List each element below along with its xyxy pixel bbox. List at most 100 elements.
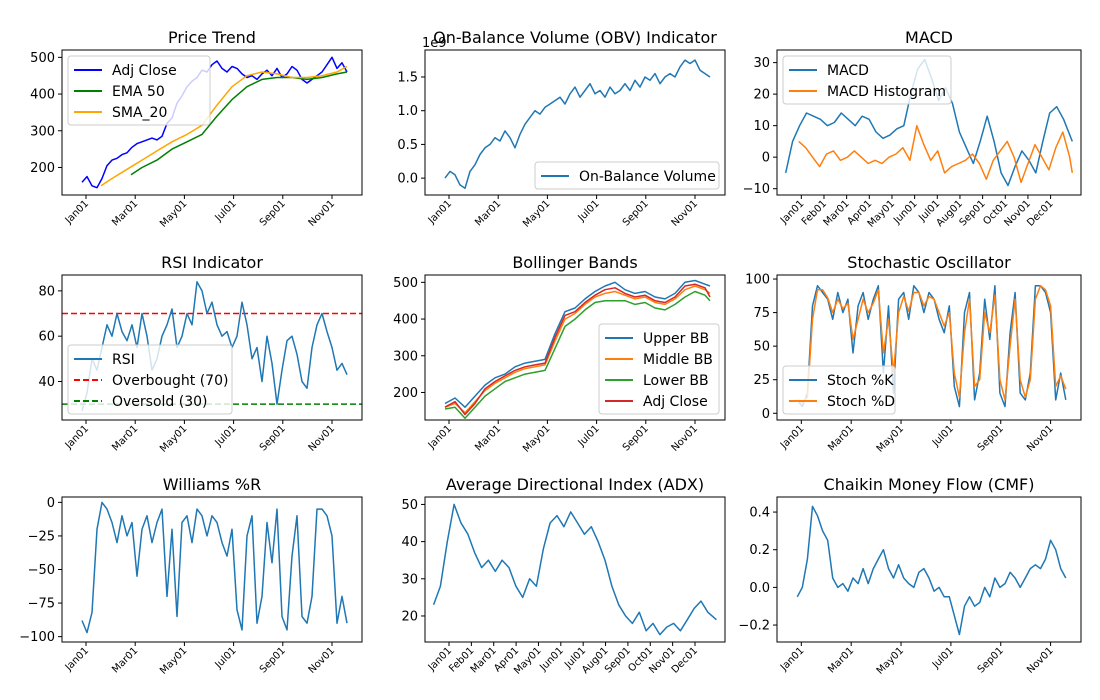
chart-title: Williams %R bbox=[163, 475, 261, 494]
x-tick-label: May01 bbox=[158, 198, 189, 229]
plot-frame bbox=[61, 49, 363, 196]
y-tick-label: 0 bbox=[762, 407, 770, 422]
x-tick-label: Nov01 bbox=[670, 198, 701, 229]
y-tick-label: 0.0 bbox=[749, 581, 770, 596]
y-tick-label: 75 bbox=[753, 306, 770, 321]
x-tick-label: Mar01 bbox=[826, 423, 856, 453]
legend: On-Balance Volume bbox=[534, 161, 720, 190]
chart-panel-8: Average Directional Index (ADX) 20 30 40 50 J… bbox=[401, 475, 726, 677]
series-line-1 bbox=[81, 281, 348, 412]
series-line-1 bbox=[81, 501, 348, 634]
legend-label: Stoch %K bbox=[827, 373, 894, 389]
chart-panel-3: MACD−100102030Jan01Feb01Mar01Apr01May01J… bbox=[743, 28, 1082, 230]
x-tick-label: Nov01 bbox=[307, 423, 338, 454]
legend-box bbox=[782, 55, 952, 105]
plot-frame bbox=[776, 49, 1082, 196]
y-tick-label: 400 bbox=[30, 88, 55, 103]
x-tick-label: Sep01 bbox=[976, 423, 1006, 453]
y-tick-label: 50 bbox=[401, 498, 418, 513]
x-tick-label: Jul01 bbox=[930, 423, 956, 449]
x-tick-label: Mar01 bbox=[110, 645, 140, 675]
legend-box bbox=[534, 161, 720, 190]
series-line-1 bbox=[81, 56, 348, 189]
x-tick-label: Sep01 bbox=[958, 198, 988, 228]
x-tick-label: Jul01 bbox=[213, 198, 239, 224]
x-tick-label: Sep01 bbox=[976, 645, 1006, 675]
y-tick-label: 0.2 bbox=[749, 543, 770, 558]
y-tick-label: 0.0 bbox=[397, 172, 418, 187]
x-tick-label: Jun01 bbox=[891, 198, 920, 227]
legend-label: Oversold (30) bbox=[112, 394, 208, 410]
y-tick-label: 20 bbox=[401, 609, 418, 624]
y-tick-label: −25 bbox=[28, 529, 55, 544]
legend: RSI Overbought (70) Oversold (30) bbox=[67, 344, 233, 415]
plot-frame bbox=[776, 274, 1082, 421]
x-tick-label: Mar01 bbox=[473, 198, 503, 228]
chart-title: Price Trend bbox=[168, 28, 256, 47]
x-tick-label: Jul01 bbox=[213, 423, 239, 449]
series-line-1 bbox=[444, 279, 711, 408]
series-line-1 bbox=[432, 503, 717, 636]
y-tick-label: −50 bbox=[28, 563, 55, 578]
plot-frame bbox=[61, 274, 363, 421]
series-line-3 bbox=[444, 290, 711, 419]
legend-box bbox=[67, 55, 211, 126]
x-tick-label: Jun01 bbox=[537, 645, 566, 674]
series-line-2 bbox=[444, 285, 711, 414]
y-tick-label: 500 bbox=[393, 276, 418, 291]
y-tick-label: −75 bbox=[28, 597, 55, 612]
legend-label: MACD bbox=[827, 63, 869, 79]
legend-label: Lower BB bbox=[643, 373, 709, 389]
y-tick-label: 300 bbox=[30, 124, 55, 139]
x-tick-label: May01 bbox=[875, 423, 906, 454]
legend-label: Middle BB bbox=[643, 352, 713, 368]
x-tick-label: Mar01 bbox=[822, 198, 852, 228]
chart-title: RSI Indicator bbox=[161, 253, 263, 272]
y-tick-label: 40 bbox=[401, 535, 418, 550]
x-tick-label: May01 bbox=[521, 198, 552, 229]
x-tick-label: Nov01 bbox=[307, 198, 338, 229]
series-line-2 bbox=[796, 284, 1067, 404]
x-tick-label: Mar01 bbox=[110, 423, 140, 453]
x-tick-label: May01 bbox=[521, 423, 552, 454]
x-tick-label: Sep01 bbox=[621, 423, 651, 453]
y-tick-label: 400 bbox=[393, 313, 418, 328]
x-tick-label: Jul01 bbox=[576, 423, 602, 449]
x-tick-label: May01 bbox=[875, 645, 906, 676]
y-tick-label: −100 bbox=[19, 630, 55, 645]
plot-frame bbox=[61, 496, 363, 643]
legend-label: SMA_20 bbox=[112, 105, 167, 121]
series-line-1 bbox=[444, 59, 711, 190]
x-tick-label: Mar01 bbox=[473, 423, 503, 453]
y-tick-label: 0 bbox=[47, 496, 55, 511]
x-tick-label: Mar01 bbox=[469, 645, 499, 675]
chart-title: Bollinger Bands bbox=[512, 253, 637, 272]
legend-box bbox=[598, 323, 720, 415]
series-line-2 bbox=[798, 124, 1074, 184]
y-tick-label: 500 bbox=[30, 51, 55, 66]
plot-frame bbox=[424, 496, 726, 643]
y-tick-label: 300 bbox=[393, 349, 418, 364]
y-tick-label: 20 bbox=[753, 88, 770, 103]
y-tick-label: 0.4 bbox=[749, 506, 770, 521]
legend-label: Adj Close bbox=[643, 394, 708, 410]
plot-frame bbox=[424, 49, 726, 196]
y-tick-label: 0.5 bbox=[397, 138, 418, 153]
x-tick-label: Mar01 bbox=[826, 645, 856, 675]
y-tick-label: 50 bbox=[753, 340, 770, 355]
x-tick-label: Nov01 bbox=[1025, 423, 1056, 454]
y-tick-label: 80 bbox=[38, 284, 55, 299]
chart-panel-2: On-Balance Volume (OBV) Indicator 0.0 0.5 1… bbox=[397, 28, 726, 230]
chart-panel-1: Price Trend 200 300 400 500 Jan01 Mar01 May01 Ju… bbox=[30, 28, 363, 230]
series-line-1 bbox=[796, 284, 1067, 408]
x-tick-label: Nov01 bbox=[307, 645, 338, 676]
legend: Upper BB Middle BB Lower BB Adj Close bbox=[598, 323, 720, 415]
y-tick-label: −10 bbox=[743, 182, 770, 197]
x-tick-label: Jan01 bbox=[426, 423, 454, 451]
legend: Adj Close EMA 50 SMA_20 bbox=[67, 55, 211, 126]
x-tick-label: May01 bbox=[158, 645, 189, 676]
x-tick-label: Jul01 bbox=[930, 645, 956, 671]
legend-label: RSI bbox=[112, 352, 135, 368]
x-tick-label: Jan01 bbox=[778, 645, 806, 673]
